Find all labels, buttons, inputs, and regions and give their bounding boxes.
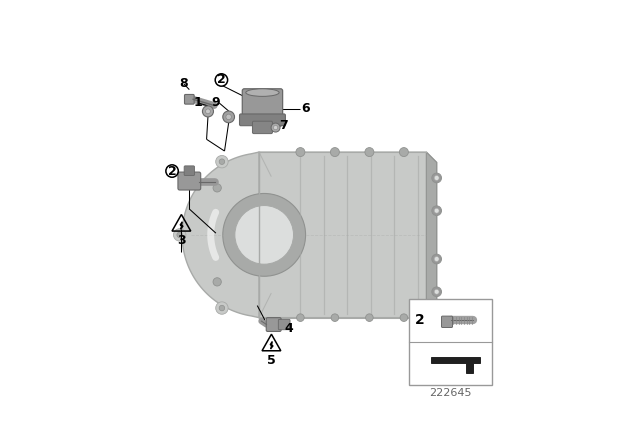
FancyBboxPatch shape [278,319,290,330]
Text: 4: 4 [284,322,292,335]
Circle shape [330,147,339,156]
Circle shape [365,314,373,322]
Text: 2: 2 [415,313,424,327]
FancyBboxPatch shape [178,172,201,190]
FancyBboxPatch shape [252,121,273,134]
Circle shape [271,123,280,132]
Text: 222645: 222645 [429,388,472,397]
Circle shape [435,289,439,294]
FancyBboxPatch shape [266,318,281,332]
Circle shape [213,278,221,286]
Circle shape [219,305,225,311]
Circle shape [432,173,442,183]
Circle shape [399,147,408,156]
Circle shape [296,147,305,156]
Text: 2: 2 [168,164,177,177]
Ellipse shape [246,89,279,96]
Circle shape [216,155,228,168]
Text: 9: 9 [212,96,220,109]
Text: 6: 6 [301,102,310,115]
Circle shape [331,314,339,322]
FancyBboxPatch shape [243,89,283,119]
FancyBboxPatch shape [442,316,452,327]
Circle shape [296,314,304,322]
Circle shape [219,159,225,164]
Circle shape [432,254,442,264]
Text: 3: 3 [177,234,186,247]
Circle shape [216,302,228,314]
Polygon shape [426,152,436,318]
Polygon shape [270,341,273,349]
Text: 8: 8 [179,77,188,90]
Circle shape [223,194,305,276]
Circle shape [223,111,234,123]
Circle shape [226,114,232,120]
Circle shape [435,176,439,181]
Circle shape [205,109,211,114]
FancyBboxPatch shape [239,114,285,126]
Circle shape [435,257,439,262]
Circle shape [235,206,294,264]
Circle shape [432,287,442,297]
Polygon shape [259,152,436,318]
Text: 7: 7 [280,119,288,132]
Polygon shape [182,152,259,318]
Circle shape [365,147,374,156]
Circle shape [273,125,278,129]
Circle shape [435,208,439,213]
Circle shape [173,228,186,241]
Circle shape [177,232,182,237]
Circle shape [202,106,214,117]
Text: 2: 2 [217,73,226,86]
Circle shape [213,184,221,192]
FancyBboxPatch shape [184,166,195,176]
FancyBboxPatch shape [184,95,194,104]
Circle shape [432,206,442,215]
Text: 5: 5 [267,353,276,366]
FancyBboxPatch shape [409,299,492,385]
Polygon shape [431,357,480,373]
Text: 1: 1 [193,95,202,108]
Circle shape [400,314,408,322]
Polygon shape [180,222,183,229]
